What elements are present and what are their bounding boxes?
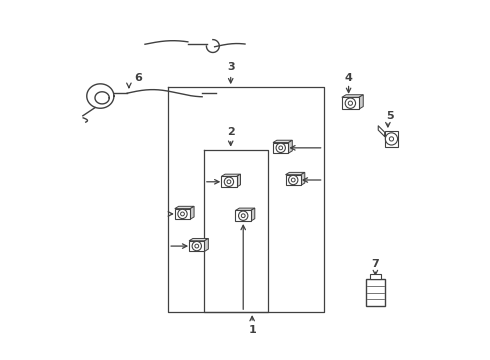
Polygon shape <box>273 140 293 143</box>
Circle shape <box>345 98 356 108</box>
Text: 2: 2 <box>227 127 235 137</box>
Circle shape <box>227 180 231 184</box>
Circle shape <box>348 101 352 105</box>
Text: 3: 3 <box>227 63 235 72</box>
Bar <box>236 210 251 221</box>
Bar <box>273 143 289 153</box>
Bar <box>366 279 385 306</box>
Circle shape <box>241 214 245 218</box>
Polygon shape <box>286 172 305 175</box>
Polygon shape <box>359 95 363 109</box>
Bar <box>342 97 359 109</box>
Circle shape <box>224 177 234 186</box>
Text: 7: 7 <box>371 259 379 269</box>
Circle shape <box>276 143 285 153</box>
Bar <box>189 241 204 251</box>
Polygon shape <box>190 206 194 219</box>
Circle shape <box>239 211 248 220</box>
Text: 5: 5 <box>386 111 393 121</box>
Polygon shape <box>237 174 241 187</box>
Text: 4: 4 <box>344 73 352 83</box>
Circle shape <box>292 178 295 182</box>
Text: 1: 1 <box>248 325 256 335</box>
Polygon shape <box>289 140 293 153</box>
Circle shape <box>279 146 283 150</box>
Circle shape <box>192 242 201 251</box>
Circle shape <box>390 137 393 141</box>
Polygon shape <box>251 208 255 221</box>
Polygon shape <box>189 238 208 241</box>
Circle shape <box>385 133 397 145</box>
Bar <box>221 176 237 187</box>
Polygon shape <box>236 208 255 210</box>
Circle shape <box>178 209 187 219</box>
Bar <box>370 274 381 279</box>
Polygon shape <box>301 172 305 185</box>
Polygon shape <box>221 174 241 176</box>
Polygon shape <box>175 206 194 209</box>
Bar <box>385 131 398 147</box>
Circle shape <box>181 212 184 216</box>
Circle shape <box>195 244 198 248</box>
Polygon shape <box>204 238 208 251</box>
Circle shape <box>289 175 298 185</box>
Polygon shape <box>342 95 363 97</box>
Bar <box>175 209 190 219</box>
Text: 6: 6 <box>134 73 142 83</box>
Bar <box>286 175 301 185</box>
